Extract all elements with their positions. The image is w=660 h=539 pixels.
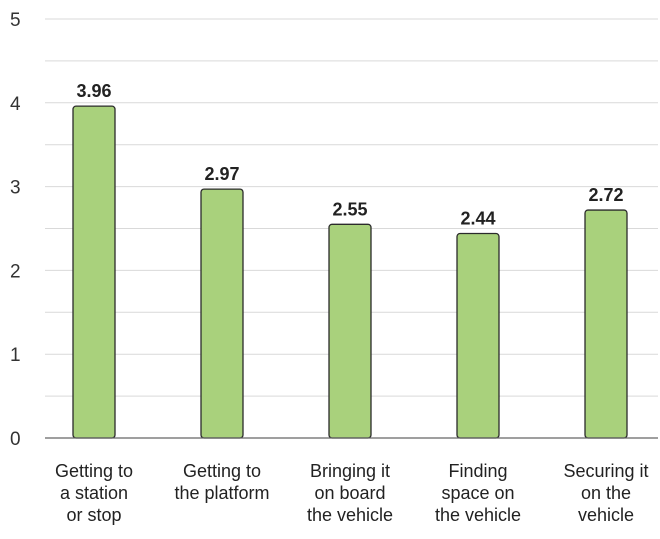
category-label-line: the vehicle (307, 505, 393, 525)
category-label-line: Bringing it (310, 461, 390, 481)
category-label: Getting to the platform (174, 461, 269, 503)
category-label-line: on the (581, 483, 631, 503)
data-label: 2.97 (204, 164, 239, 184)
data-label: 2.44 (460, 209, 495, 229)
y-tick-label: 2 (10, 261, 21, 282)
category-label-line: vehicle (578, 505, 634, 525)
bar (584, 209, 628, 439)
category-label: Finding space on the vehicle (435, 461, 521, 525)
category-label: Securing it on the vehicle (563, 461, 648, 525)
y-tick-label: 4 (10, 94, 21, 115)
category-label-line: space on (441, 483, 514, 503)
bar (328, 223, 372, 439)
y-tick-label: 3 (10, 178, 21, 199)
data-label: 3.96 (76, 81, 111, 101)
category-label-line: Securing it (563, 461, 648, 481)
category-label-line: Getting to (55, 461, 133, 481)
data-label: 2.72 (588, 185, 623, 205)
y-axis-ticks: 0 1 2 3 4 5 (10, 10, 21, 450)
category-label-line: the vehicle (435, 505, 521, 525)
category-label-line: the platform (174, 483, 269, 503)
bars (72, 105, 628, 439)
data-label: 2.55 (332, 199, 367, 219)
category-label-line: or stop (66, 505, 121, 525)
data-labels: 3.96 2.97 2.55 2.44 2.72 (76, 81, 623, 228)
y-tick-label: 1 (10, 345, 21, 366)
category-label: Getting to a station or stop (55, 461, 133, 525)
category-label-line: Getting to (183, 461, 261, 481)
category-label-line: a station (60, 483, 128, 503)
bar (72, 105, 116, 439)
y-tick-label: 5 (10, 10, 21, 31)
category-label-line: Finding (448, 461, 507, 481)
category-label: Bringing it on board the vehicle (307, 461, 393, 525)
category-label-line: on board (314, 483, 385, 503)
bar (456, 232, 500, 439)
bar (200, 188, 244, 439)
y-tick-label: 0 (10, 429, 21, 450)
